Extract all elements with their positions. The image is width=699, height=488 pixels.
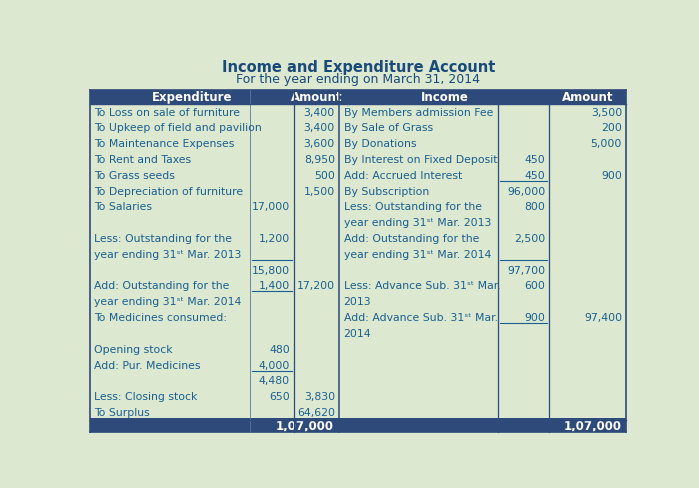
- Text: 900: 900: [601, 170, 622, 181]
- Bar: [294, 419, 339, 432]
- Text: To Maintenance Expenses: To Maintenance Expenses: [94, 139, 235, 149]
- Text: 450: 450: [524, 170, 545, 181]
- Text: To Medicines consumed:: To Medicines consumed:: [94, 312, 227, 323]
- Text: Add: Pur. Medicines: Add: Pur. Medicines: [94, 360, 201, 370]
- Text: To Surplus: To Surplus: [94, 407, 150, 417]
- Text: 97,400: 97,400: [584, 312, 622, 323]
- Text: year ending 31ˢᵗ Mar. 2014: year ending 31ˢᵗ Mar. 2014: [344, 249, 491, 259]
- Text: To Salaries: To Salaries: [94, 202, 152, 212]
- Text: 5,000: 5,000: [591, 139, 622, 149]
- Text: To Loss on sale of furniture: To Loss on sale of furniture: [94, 107, 240, 117]
- Text: 4,480: 4,480: [259, 376, 290, 386]
- Text: 1,400: 1,400: [259, 281, 290, 291]
- Text: year ending 31ˢᵗ Mar. 2013: year ending 31ˢᵗ Mar. 2013: [94, 249, 242, 259]
- Text: 2014: 2014: [344, 328, 371, 338]
- Text: 96,000: 96,000: [507, 186, 545, 196]
- Text: 480: 480: [269, 344, 290, 354]
- Text: 3,600: 3,600: [303, 139, 335, 149]
- Bar: [339, 419, 549, 432]
- Text: To Rent and Taxes: To Rent and Taxes: [94, 155, 192, 164]
- Text: 17,000: 17,000: [252, 202, 290, 212]
- Text: Opening stock: Opening stock: [94, 344, 173, 354]
- Text: Less: Outstanding for the: Less: Outstanding for the: [344, 202, 482, 212]
- Text: Less: Closing stock: Less: Closing stock: [94, 391, 198, 401]
- Text: By Interest on Fixed Deposit: By Interest on Fixed Deposit: [344, 155, 497, 164]
- Text: Add: Advance Sub. 31ˢᵗ Mar.: Add: Advance Sub. 31ˢᵗ Mar.: [344, 312, 498, 323]
- Text: 2,500: 2,500: [514, 234, 545, 244]
- Text: 500: 500: [314, 170, 335, 181]
- Text: 600: 600: [524, 281, 545, 291]
- Text: Add: Outstanding for the: Add: Outstanding for the: [344, 234, 479, 244]
- Text: 450: 450: [524, 155, 545, 164]
- Text: Add: Accrued Interest: Add: Accrued Interest: [344, 170, 462, 181]
- Text: 1,07,000: 1,07,000: [564, 419, 622, 432]
- Text: 15,800: 15,800: [252, 265, 290, 275]
- Text: Income: Income: [420, 91, 468, 104]
- Text: 3,500: 3,500: [591, 107, 622, 117]
- Bar: [90, 419, 294, 432]
- Text: 1,200: 1,200: [259, 234, 290, 244]
- Text: year ending 31ˢᵗ Mar. 2014: year ending 31ˢᵗ Mar. 2014: [94, 297, 242, 306]
- Text: 97,700: 97,700: [507, 265, 545, 275]
- Text: To Upkeep of field and pavilion: To Upkeep of field and pavilion: [94, 123, 262, 133]
- Text: To Grass seeds: To Grass seeds: [94, 170, 175, 181]
- Text: 3,400: 3,400: [303, 107, 335, 117]
- Text: year ending 31ˢᵗ Mar. 2013: year ending 31ˢᵗ Mar. 2013: [344, 218, 491, 228]
- Text: 200: 200: [601, 123, 622, 133]
- Text: By Donations: By Donations: [344, 139, 416, 149]
- Text: 2013: 2013: [344, 297, 371, 306]
- Text: 800: 800: [524, 202, 545, 212]
- Text: 900: 900: [524, 312, 545, 323]
- Text: 1,500: 1,500: [303, 186, 335, 196]
- Text: Add: Outstanding for the: Add: Outstanding for the: [94, 281, 230, 291]
- Text: 650: 650: [269, 391, 290, 401]
- Bar: [339, 90, 549, 104]
- Bar: [549, 90, 626, 104]
- Text: 8,950: 8,950: [304, 155, 335, 164]
- Bar: [549, 419, 626, 432]
- Text: Amount: Amount: [291, 91, 343, 104]
- Text: 17,200: 17,200: [297, 281, 335, 291]
- Text: Amount: Amount: [562, 91, 614, 104]
- Bar: [90, 90, 294, 104]
- Text: Less: Outstanding for the: Less: Outstanding for the: [94, 234, 232, 244]
- Text: For the year ending on March 31, 2014: For the year ending on March 31, 2014: [236, 73, 480, 86]
- Text: To Depreciation of furniture: To Depreciation of furniture: [94, 186, 243, 196]
- Bar: [294, 90, 339, 104]
- Text: Income and Expenditure Account: Income and Expenditure Account: [222, 60, 495, 75]
- Text: Less: Advance Sub. 31ˢᵗ Mar.: Less: Advance Sub. 31ˢᵗ Mar.: [344, 281, 500, 291]
- Text: 3,400: 3,400: [303, 123, 335, 133]
- Text: 3,830: 3,830: [304, 391, 335, 401]
- Text: Expenditure: Expenditure: [152, 91, 233, 104]
- Text: 4,000: 4,000: [259, 360, 290, 370]
- Text: 1,07,000: 1,07,000: [276, 419, 334, 432]
- Text: By Sale of Grass: By Sale of Grass: [344, 123, 433, 133]
- Text: By Subscription: By Subscription: [344, 186, 429, 196]
- Text: By Members admission Fee: By Members admission Fee: [344, 107, 493, 117]
- Text: 64,620: 64,620: [297, 407, 335, 417]
